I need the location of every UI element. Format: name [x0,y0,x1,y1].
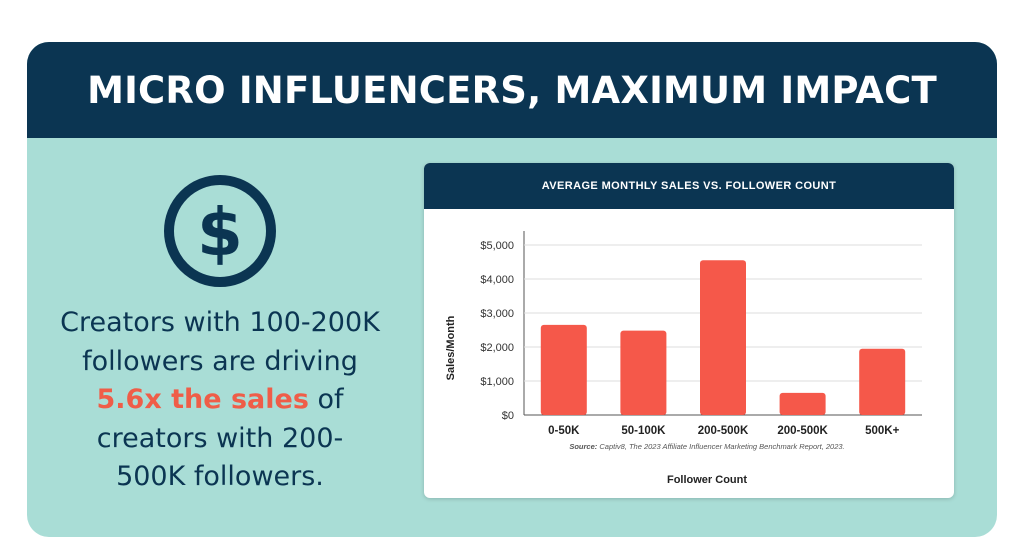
x-axis-title: Follower Count [667,474,747,486]
infographic-card: MICRO INFLUENCERS, MAXIMUM IMPACT $ Crea… [27,42,997,537]
y-tick-label: $3,000 [480,308,514,320]
tick-labels: $0 $1,000 $2,000 $3,000 $4,000 $5,000 0-50K 50-… [480,240,899,437]
bar [700,260,746,415]
gridlines [523,231,922,416]
y-axis-title: Sales/Month [445,315,457,380]
claim-line-4: creators with 200- [96,422,344,454]
x-tick-label: 500K+ [865,425,899,437]
y-tick-label: $2,000 [480,342,514,354]
title-banner: MICRO INFLUENCERS, MAXIMUM IMPACT [27,42,997,138]
bar-chart: $0 $1,000 $2,000 $3,000 $4,000 $5,000 0-50K 50-… [445,231,922,486]
y-tick-label: $5,000 [480,240,514,252]
source-text: Captiv8, The 2023 Affiliate Influencer M… [597,442,844,451]
y-tick-label: $1,000 [480,376,514,388]
x-tick-label: 200-500K [698,425,749,437]
bar [620,330,667,415]
source-note: Source: Captiv8, The 2023 Affiliate Infl… [569,442,844,451]
bar [779,392,826,415]
page-title: MICRO INFLUENCERS, MAXIMUM IMPACT [87,68,937,112]
y-tick-label: $0 [502,410,514,422]
bars [540,260,906,415]
chart-panel: AVERAGE MONTHLY SALES VS. FOLLOWER COUNT… [424,163,954,498]
x-tick-label: 50-100K [621,425,666,437]
claim-line-1: Creators with 100-200K [60,307,380,338]
claim-highlight: 5.6x the sales [96,384,309,415]
bar [859,348,906,415]
bar [540,324,587,415]
claim-line-2: followers are driving [82,345,358,377]
dollar-circle-icon: $ [164,175,276,287]
x-tick-label: 200-500K [777,425,828,437]
x-tick-label: 0-50K [548,425,580,437]
claim-line-5: 500K followers. [116,461,324,492]
claim-after-highlight: of [308,384,344,415]
chart-header: AVERAGE MONTHLY SALES VS. FOLLOWER COUNT [424,163,954,209]
chart-title: AVERAGE MONTHLY SALES VS. FOLLOWER COUNT [541,180,837,192]
svg-text:$: $ [197,194,243,271]
claim-line-3: 5.6x the sales of [27,381,413,420]
claim-text: Creators with 100-200K followers are dri… [27,304,413,497]
y-tick-label: $4,000 [480,274,514,286]
source-label: Source: [569,442,597,451]
